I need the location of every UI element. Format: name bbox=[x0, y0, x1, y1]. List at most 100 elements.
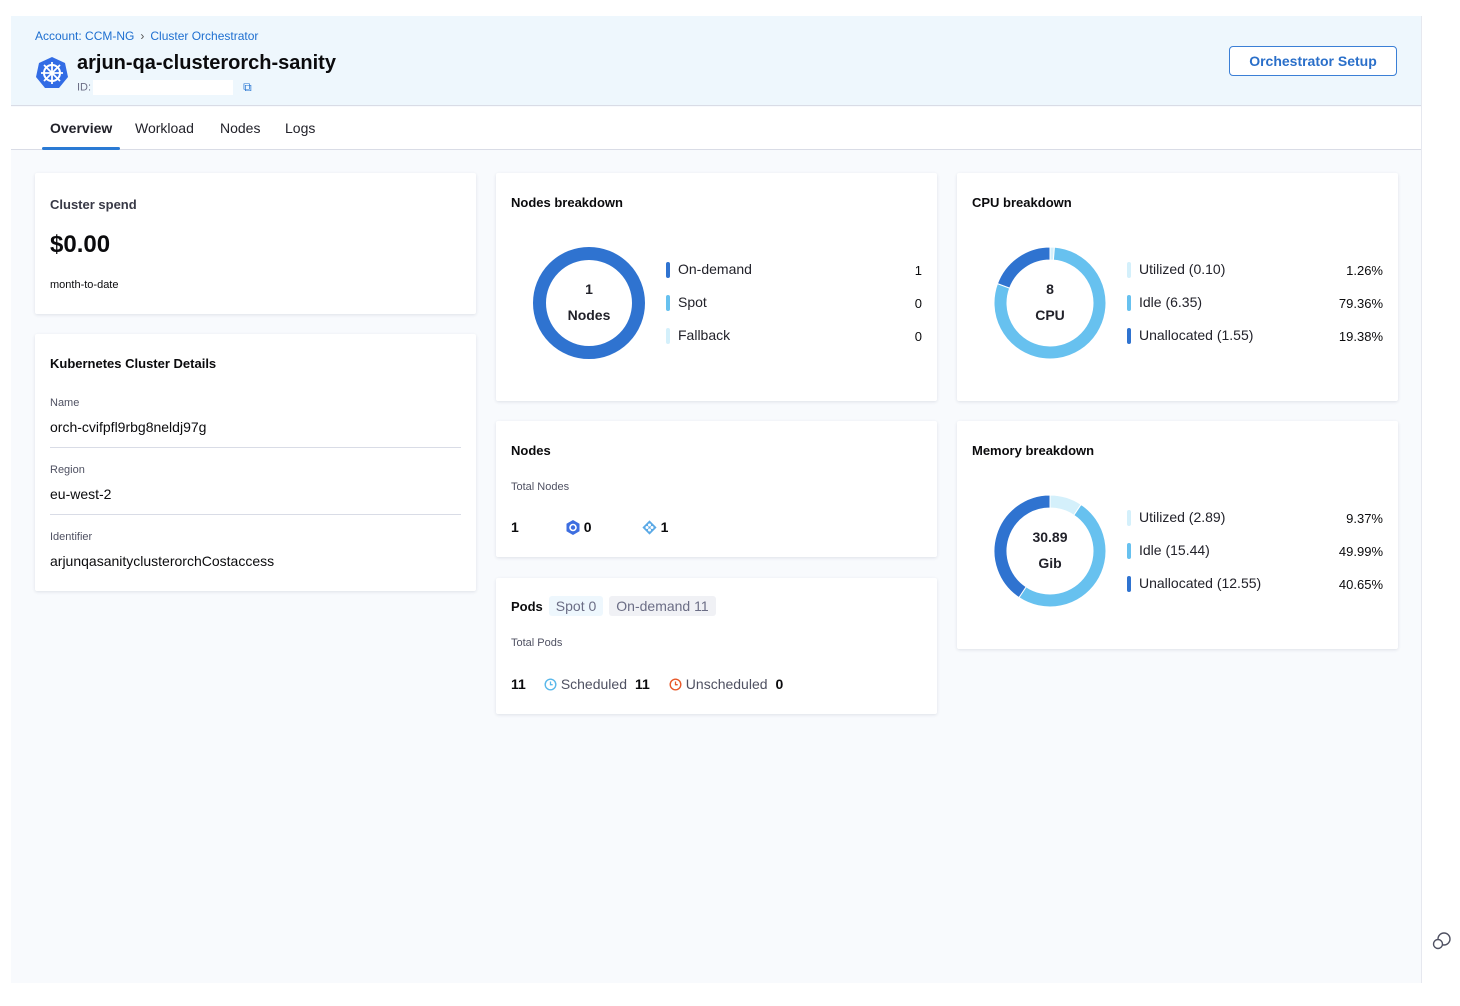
card-title: Nodes bbox=[511, 443, 551, 458]
cpu-breakdown-card: CPU breakdown 8 CPU Utilized (0.10) 1.26% Id… bbox=[957, 173, 1398, 401]
legend-value: 40.65% bbox=[1338, 577, 1383, 592]
field-label: Name bbox=[50, 397, 80, 409]
scheduled-value: 11 bbox=[634, 676, 650, 692]
field-value: eu-west-2 bbox=[50, 486, 112, 502]
legend-swatch bbox=[1127, 510, 1131, 527]
unscheduled-label: Unscheduled bbox=[685, 676, 768, 692]
card-title: Cluster spend bbox=[50, 197, 137, 212]
nodes-counts: 1 0 1 bbox=[511, 519, 668, 535]
card-title: CPU breakdown bbox=[972, 195, 1072, 210]
legend-label: Idle (15.44) bbox=[1139, 542, 1210, 558]
card-title: Pods bbox=[511, 598, 543, 614]
clock-alert-icon bbox=[669, 677, 682, 691]
center-value: 1 bbox=[585, 281, 593, 297]
legend-label: Idle (6.35) bbox=[1139, 294, 1203, 310]
legend-label: Spot bbox=[678, 294, 707, 310]
donut-segment-0 bbox=[533, 247, 645, 359]
memory-breakdown-card: Memory breakdown 30.89 Gib Utilized (2.89)… bbox=[957, 421, 1398, 649]
ondemand-nodes-value: 1 bbox=[660, 519, 669, 535]
spend-amount: $0.00 bbox=[50, 231, 111, 258]
legend-item: Fallback bbox=[666, 327, 731, 345]
donut-segment-2 bbox=[996, 247, 1051, 289]
scheduled-label: Scheduled bbox=[560, 676, 627, 692]
orchestrator-setup-button[interactable]: Orchestrator Setup bbox=[1229, 46, 1397, 76]
detail-name: Name orch-cvifpfl9rbg8neldj97g bbox=[50, 397, 461, 448]
legend-item: Unallocated (12.55) bbox=[1127, 575, 1262, 593]
total-nodes-label: Total Nodes bbox=[511, 481, 570, 493]
donut-center-label: 8 CPU bbox=[994, 276, 1106, 328]
legend-value: 9.37% bbox=[1346, 511, 1383, 526]
legend-label: Unallocated (1.55) bbox=[1139, 327, 1254, 343]
legend-item: Idle (15.44) bbox=[1127, 542, 1210, 560]
card-title: Memory breakdown bbox=[972, 443, 1095, 458]
legend-item: Unallocated (1.55) bbox=[1127, 327, 1254, 345]
legend-swatch bbox=[1127, 262, 1131, 279]
cluster-details-card: Kubernetes Cluster Details Name orch-cvi… bbox=[35, 334, 476, 591]
card-title: Nodes breakdown bbox=[511, 195, 623, 210]
breadcrumb: Account: CCM-NG › Cluster Orchestrator bbox=[35, 29, 264, 43]
legend-item: Utilized (2.89) bbox=[1127, 509, 1226, 527]
legend-label: Unallocated (12.55) bbox=[1139, 575, 1262, 591]
clock-icon bbox=[544, 677, 557, 691]
cluster-spend-card: Cluster spend $0.00 month-to-date bbox=[35, 173, 476, 314]
tab-bar: Overview Workload Nodes Logs bbox=[11, 107, 1421, 150]
total-pods-value: 11 bbox=[511, 676, 526, 692]
legend-value: 49.99% bbox=[1338, 544, 1383, 559]
chat-support-icon[interactable] bbox=[1431, 930, 1453, 952]
legend-swatch bbox=[666, 295, 670, 312]
pods-card: Pods Spot 0 On-demand 11 Total Pods 11 S… bbox=[496, 578, 937, 714]
detail-identifier: Identifier arjunqasanityclusterorchCosta… bbox=[50, 531, 461, 569]
spot-node-icon bbox=[566, 519, 580, 535]
kubernetes-icon bbox=[36, 57, 68, 88]
total-pods-label: Total Pods bbox=[511, 637, 563, 649]
nodes-card: Nodes Total Nodes 1 0 1 bbox=[496, 421, 937, 557]
ondemand-node-icon bbox=[642, 519, 657, 535]
spend-period: month-to-date bbox=[50, 279, 119, 291]
tab-overview[interactable]: Overview bbox=[50, 120, 113, 136]
legend-value: 1.26% bbox=[1346, 263, 1383, 278]
legend-item: Idle (6.35) bbox=[1127, 294, 1203, 312]
center-unit: Nodes bbox=[567, 307, 611, 323]
id-value-redacted bbox=[93, 80, 234, 95]
legend-swatch bbox=[666, 262, 670, 279]
field-value: arjunqasanityclusterorchCostaccess bbox=[50, 553, 275, 569]
donut-center-label: 1 Nodes bbox=[533, 276, 645, 328]
tab-logs[interactable]: Logs bbox=[285, 120, 316, 136]
tab-workload[interactable]: Workload bbox=[135, 120, 194, 136]
field-label: Identifier bbox=[50, 531, 93, 543]
id-label: ID: bbox=[77, 81, 92, 94]
legend-item: Utilized (0.10) bbox=[1127, 261, 1226, 279]
breadcrumb-cluster-orchestrator[interactable]: Cluster Orchestrator bbox=[150, 29, 259, 43]
card-title: Kubernetes Cluster Details bbox=[50, 356, 217, 371]
legend-label: Utilized (0.10) bbox=[1139, 261, 1226, 277]
field-value: orch-cvifpfl9rbg8neldj97g bbox=[50, 419, 207, 435]
legend-swatch bbox=[1127, 576, 1131, 593]
center-unit: Gib bbox=[1038, 555, 1062, 571]
unscheduled-value: 0 bbox=[775, 676, 784, 692]
pods-header: Pods Spot 0 On-demand 11 bbox=[511, 596, 716, 616]
page-header: Account: CCM-NG › Cluster Orchestrator arj… bbox=[11, 16, 1421, 106]
tab-nodes[interactable]: Nodes bbox=[220, 120, 261, 136]
donut-segment-2 bbox=[994, 495, 1051, 599]
legend-label: On-demand bbox=[678, 261, 752, 277]
legend-swatch bbox=[1127, 328, 1131, 345]
memory-donut-chart bbox=[994, 495, 1106, 607]
legend-label: Utilized (2.89) bbox=[1139, 509, 1226, 525]
detail-region: Region eu-west-2 bbox=[50, 464, 461, 515]
copy-icon[interactable]: ⧉ bbox=[243, 80, 252, 94]
center-value: 30.89 bbox=[1032, 529, 1068, 545]
cluster-id: ID: ⧉ bbox=[77, 80, 252, 95]
legend-value: 0 bbox=[914, 329, 922, 344]
pods-counts: 11 Scheduled 11 Unscheduled 0 bbox=[511, 676, 783, 692]
legend-swatch bbox=[1127, 543, 1131, 560]
spot-pods-tag: Spot 0 bbox=[548, 596, 604, 616]
donut-segment-1 bbox=[994, 247, 1106, 359]
legend-swatch bbox=[666, 328, 670, 345]
breadcrumb-account[interactable]: Account: CCM-NG bbox=[35, 29, 135, 43]
active-tab-indicator bbox=[42, 147, 120, 150]
legend-item: Spot bbox=[666, 294, 707, 312]
legend-label: Fallback bbox=[678, 327, 731, 343]
app-window: Account: CCM-NG › Cluster Orchestrator arj… bbox=[11, 16, 1422, 983]
field-label: Region bbox=[50, 464, 85, 476]
legend-value: 0 bbox=[914, 296, 922, 311]
